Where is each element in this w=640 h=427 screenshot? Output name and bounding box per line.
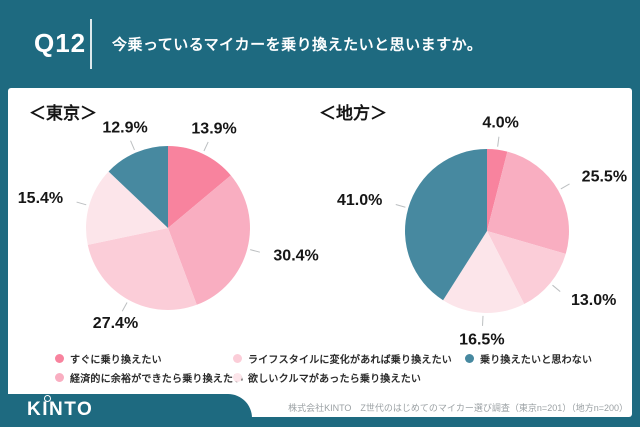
- pie-chart-region: 4.0% 25.5% 13.0% 16.5% 41.0%: [337, 114, 627, 348]
- legend-label: すぐに乗り換えたい: [70, 355, 162, 366]
- question-header: Q12 今乗っているマイカーを乗り換えたいと思いますか。: [0, 0, 640, 88]
- pie-data-label: 16.5%: [459, 331, 504, 348]
- pie-callout-line: [130, 140, 135, 151]
- source-credit: 株式会社KINTO Z世代のはじめてのマイカー選び調査（東京n=201）（地方n…: [288, 403, 628, 413]
- pie-slice: [487, 149, 508, 231]
- pie-callout-line: [250, 249, 260, 253]
- legend-column-3: 乗り換えたいと思わない: [465, 349, 592, 368]
- legend-item: 経済的に余裕ができたら乗り換えたい: [55, 368, 243, 387]
- pie-data-label: 41.0%: [337, 192, 382, 209]
- pie-slice: [487, 231, 566, 305]
- kinto-logo-badge: KINTO: [0, 394, 252, 427]
- kinto-logo: KINTO: [27, 399, 94, 420]
- legend-dot: [55, 354, 64, 363]
- pie-title-region: ＜地方＞: [319, 104, 387, 123]
- pie-callout-line: [395, 204, 406, 208]
- pie-data-label: 27.4%: [93, 315, 138, 332]
- legend-label: 欲しいクルマがあったら乗り換えたい: [248, 374, 422, 385]
- legend-column-2: ライフスタイルに変化があれば乗り換えたい 欲しいクルマがあったら乗り換えたい: [233, 349, 452, 387]
- chart-legend: すぐに乗り換えたい 経済的に余裕ができたら乗り換えたい ライフスタイルに変化があ…: [8, 349, 632, 391]
- pie-callout-line: [497, 136, 500, 147]
- pie-slice: [108, 146, 168, 228]
- question-title: 今乗っているマイカーを乗り換えたいと思いますか。: [112, 36, 483, 54]
- legend-item: 欲しいクルマがあったら乗り換えたい: [233, 368, 452, 387]
- pie-slice: [405, 149, 487, 301]
- pie-callout-line: [560, 183, 570, 190]
- pie-slice: [87, 228, 197, 311]
- pie-chart-tokyo: 13.9% 30.4% 27.4% 15.4% 12.9%: [18, 119, 319, 332]
- pie-slice: [443, 231, 525, 313]
- legend-item: すぐに乗り換えたい: [55, 349, 243, 368]
- legend-dot: [233, 373, 242, 382]
- legend-label: ライフスタイルに変化があれば乗り換えたい: [248, 355, 452, 366]
- pie-data-label: 15.4%: [18, 190, 63, 207]
- logo-dot-icon: [44, 395, 51, 402]
- pie-slice: [168, 146, 231, 228]
- pie-slice: [86, 171, 168, 245]
- pie-data-label: 4.0%: [482, 114, 518, 131]
- chart-card: ＜東京＞ ＜地方＞ 13.9% 30.4% 27.4% 15.4% 12.9% 4.0%…: [8, 88, 632, 417]
- pie-callout-line: [121, 302, 128, 312]
- legend-item: ライフスタイルに変化があれば乗り換えたい: [233, 349, 452, 368]
- pie-title-tokyo: ＜東京＞: [29, 104, 97, 123]
- pie-data-label: 25.5%: [582, 169, 627, 186]
- pie-data-label: 12.9%: [102, 119, 147, 136]
- legend-label: 経済的に余裕ができたら乗り換えたい: [70, 374, 244, 385]
- pie-data-label: 30.4%: [273, 247, 318, 264]
- header-divider: [90, 19, 92, 69]
- pie-callout-line: [552, 284, 561, 292]
- pie-slice: [487, 151, 569, 254]
- legend-dot: [233, 354, 242, 363]
- pie-data-label: 13.9%: [191, 121, 236, 138]
- question-number: Q12: [34, 28, 87, 58]
- pie-data-label: 13.0%: [571, 292, 616, 309]
- legend-dot: [55, 373, 64, 382]
- legend-item: 乗り換えたいと思わない: [465, 349, 592, 368]
- legend-dot: [465, 354, 474, 363]
- pie-callout-line: [76, 201, 87, 206]
- legend-column-1: すぐに乗り換えたい 経済的に余裕ができたら乗り換えたい: [55, 349, 243, 387]
- pie-callout-line: [203, 141, 209, 152]
- pie-slice: [168, 175, 250, 305]
- legend-label: 乗り換えたいと思わない: [480, 355, 593, 366]
